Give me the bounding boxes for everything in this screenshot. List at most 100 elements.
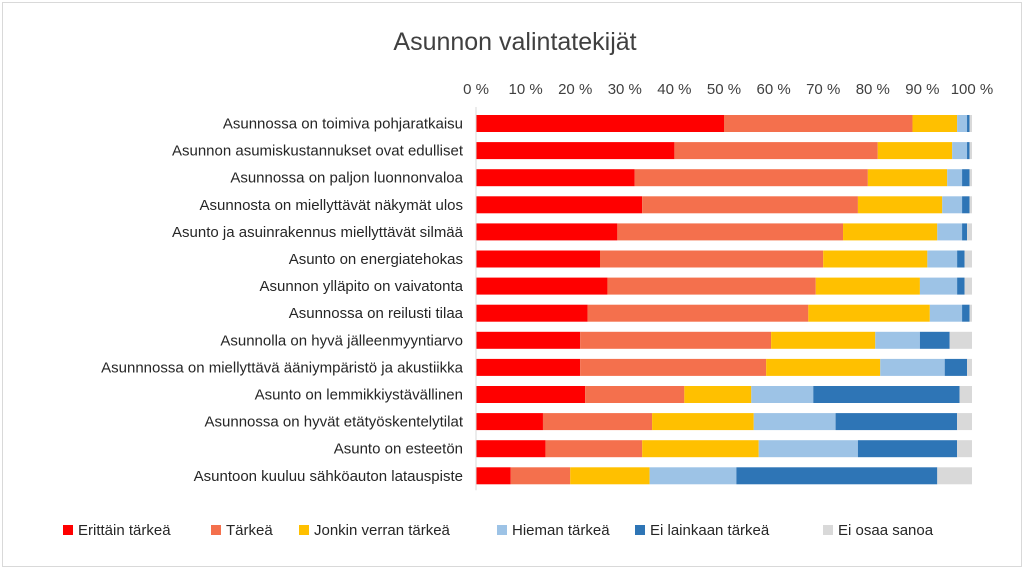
bar-segment <box>912 115 958 132</box>
bar-segment <box>857 196 943 214</box>
bar-segment <box>967 115 970 132</box>
legend-swatch <box>63 525 73 535</box>
bar-segment <box>476 142 675 160</box>
category-label: Asunnolla on hyvä jälleenmyyntiarvo <box>220 332 463 349</box>
bar-segment <box>929 304 963 322</box>
bar-segment <box>969 115 972 132</box>
bar-segment <box>585 386 685 403</box>
bar-segment <box>617 223 844 241</box>
x-axis-ticks: 0 % 10 % 20 % 30 % 40 % 50 % 60 % 70 % 80 % 90 % 1… <box>463 81 993 98</box>
stacked-bar-chart: Asunnon valintatekijät 0 % 10 % 20 % 30 % 40… <box>63 28 993 539</box>
category-label: Asunto ja asuinrakennus miellyttävät sil… <box>172 224 464 241</box>
bar-segment <box>813 386 960 403</box>
bar-segment <box>766 358 881 376</box>
bar-segment <box>919 331 950 349</box>
bar-segment <box>607 277 816 295</box>
bar-segment <box>815 277 920 295</box>
bar-segment <box>867 169 948 187</box>
legend-label: Hieman tärkeä <box>512 522 610 539</box>
bar-segment <box>823 250 928 268</box>
bar-segment <box>476 304 588 322</box>
category-label: Asunnossa on reilusti tilaa <box>289 305 464 322</box>
x-tick-label: 80 % <box>856 81 890 98</box>
legend-label: Ei lainkaan tärkeä <box>650 522 770 539</box>
bar-segment <box>927 250 958 268</box>
legend-label: Erittäin tärkeä <box>78 522 171 539</box>
bar-segment <box>957 413 972 431</box>
bar-segment <box>969 142 972 160</box>
bar-segment <box>510 467 571 485</box>
bar-segment <box>476 223 618 241</box>
bar-segment <box>962 196 970 214</box>
bar-segment <box>542 413 653 431</box>
bar-segment <box>476 196 643 214</box>
bar-segment <box>587 304 809 322</box>
bar-segment <box>674 142 878 160</box>
category-label: Asuntoon kuuluu sähköauton latauspiste <box>194 468 463 485</box>
bar-segment <box>964 250 972 268</box>
bar-segment <box>476 386 586 403</box>
category-label: Asunnossa on paljon luonnonvaloa <box>230 170 463 187</box>
bar-segment <box>753 413 836 431</box>
bar-segment <box>642 196 858 214</box>
bar-segment <box>736 467 938 485</box>
bar-segment <box>724 115 913 132</box>
bar-segment <box>570 467 650 485</box>
x-tick-label: 90 % <box>905 81 939 98</box>
legend-swatch <box>823 525 833 535</box>
bar-segment <box>649 467 737 485</box>
bar-segment <box>967 358 972 376</box>
bar-segment <box>937 467 972 485</box>
bar-segment <box>969 196 972 214</box>
bar-segment <box>545 440 643 458</box>
x-tick-label: 20 % <box>558 81 592 98</box>
bar-segment <box>957 440 972 458</box>
bar-segment <box>967 223 972 241</box>
bar-segment <box>476 413 543 431</box>
x-tick-label: 0 % <box>463 81 489 98</box>
bar-segment <box>580 331 772 349</box>
category-label: Asunnossa on toimiva pohjaratkaisu <box>223 116 463 133</box>
category-label: Asunnon ylläpito on vaivatonta <box>260 278 464 295</box>
bar-segment <box>962 169 970 187</box>
bar-segment <box>600 250 824 268</box>
bar-segment <box>476 467 511 485</box>
bar-segment <box>857 440 958 458</box>
bar-segment <box>843 223 938 241</box>
bar-segment <box>957 115 968 132</box>
legend-swatch <box>211 525 221 535</box>
bar-segment <box>835 413 958 431</box>
legend-label: Ei osaa sanoa <box>838 522 934 539</box>
bar-segment <box>919 277 958 295</box>
x-tick-label: 70 % <box>806 81 840 98</box>
bar-segment <box>967 142 970 160</box>
x-tick-label: 40 % <box>657 81 691 98</box>
bar-segment <box>937 223 963 241</box>
bar-segment <box>808 304 930 322</box>
bar-segment <box>642 440 759 458</box>
legend: Erittäin tärkeä Tärkeä Jonkin verran tärke… <box>63 522 934 539</box>
legend-swatch <box>635 525 645 535</box>
bars <box>475 107 972 491</box>
bar-segment <box>947 169 963 187</box>
bar-segment <box>684 386 752 403</box>
bar-segment <box>964 277 972 295</box>
bar-segment <box>580 358 767 376</box>
bar-segment <box>875 331 920 349</box>
category-label: Asunto on energiatehokas <box>289 251 463 268</box>
category-label: Asunto on esteetön <box>334 441 463 458</box>
legend-swatch <box>299 525 309 535</box>
category-label: Asunnon asumiskustannukset ovat edullise… <box>172 143 464 160</box>
category-label: Asunto on lemmikkiystävällinen <box>255 387 463 404</box>
legend-label: Tärkeä <box>226 522 273 539</box>
bar-segment <box>877 142 953 160</box>
bar-segment <box>957 277 965 295</box>
x-tick-label: 100 % <box>951 81 994 98</box>
bar-segment <box>476 115 724 132</box>
bar-segment <box>949 331 972 349</box>
legend-label: Jonkin verran tärkeä <box>314 522 451 539</box>
category-label: Asunnosta on miellyttävät näkymät ulos <box>200 197 463 214</box>
bar-segment <box>758 440 858 458</box>
bar-segment <box>476 358 581 376</box>
